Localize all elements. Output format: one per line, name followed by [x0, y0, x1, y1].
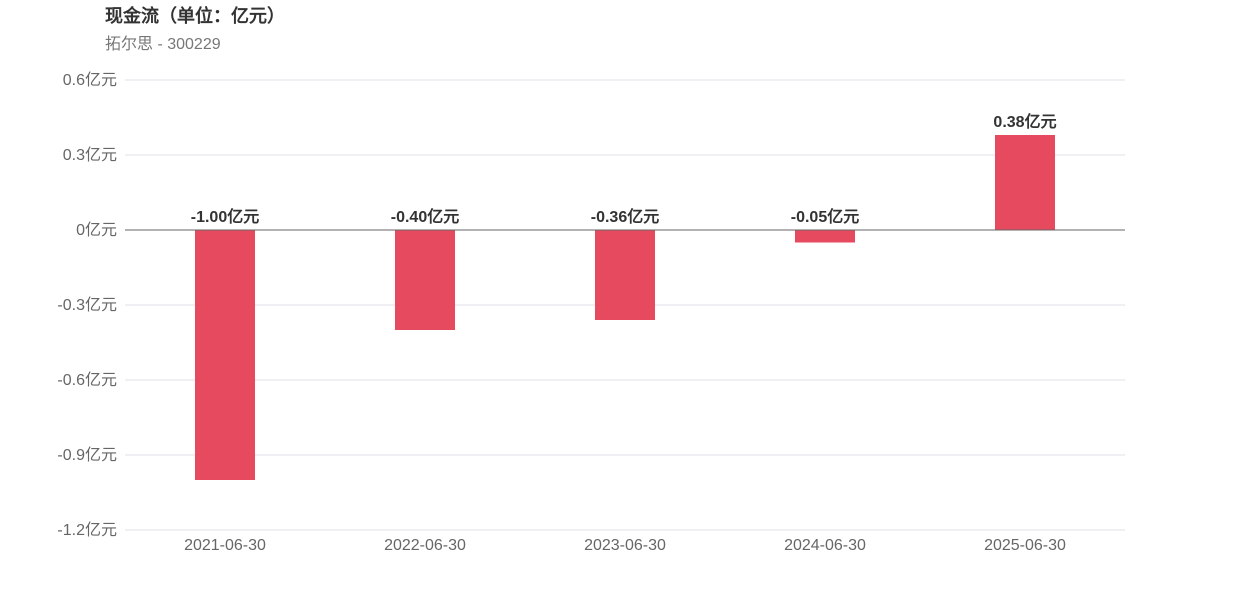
x-tick-label: 2023-06-30	[584, 537, 666, 554]
x-tick-label: 2021-06-30	[184, 537, 266, 554]
x-tick-label: 2022-06-30	[384, 537, 466, 554]
x-tick-label: 2025-06-30	[984, 537, 1066, 554]
bar-2024-06-30[interactable]	[795, 230, 855, 243]
data-label: -0.40亿元	[391, 207, 459, 226]
y-tick-label: -0.3亿元	[57, 296, 117, 314]
bar-2022-06-30[interactable]	[395, 230, 455, 330]
data-label: 0.38亿元	[993, 112, 1056, 131]
chart-title: 现金流（单位：亿元）	[105, 6, 285, 26]
y-tick-label: 0.3亿元	[63, 146, 117, 164]
data-label: -0.05亿元	[791, 207, 859, 226]
bar-2021-06-30[interactable]	[195, 230, 255, 480]
x-tick-label: 2024-06-30	[784, 537, 866, 554]
chart-subtitle: 拓尔思 - 300229	[105, 36, 221, 53]
bar-2023-06-30[interactable]	[595, 230, 655, 320]
y-tick-label: -1.2亿元	[57, 521, 117, 539]
data-label: -0.36亿元	[591, 207, 659, 226]
y-tick-label: -0.6亿元	[57, 371, 117, 389]
y-tick-label: 0.6亿元	[63, 71, 117, 89]
data-label: -1.00亿元	[191, 207, 259, 226]
y-tick-label: -0.9亿元	[57, 446, 117, 464]
y-tick-label: 0亿元	[76, 221, 117, 239]
bar-2025-06-30[interactable]	[995, 135, 1055, 230]
